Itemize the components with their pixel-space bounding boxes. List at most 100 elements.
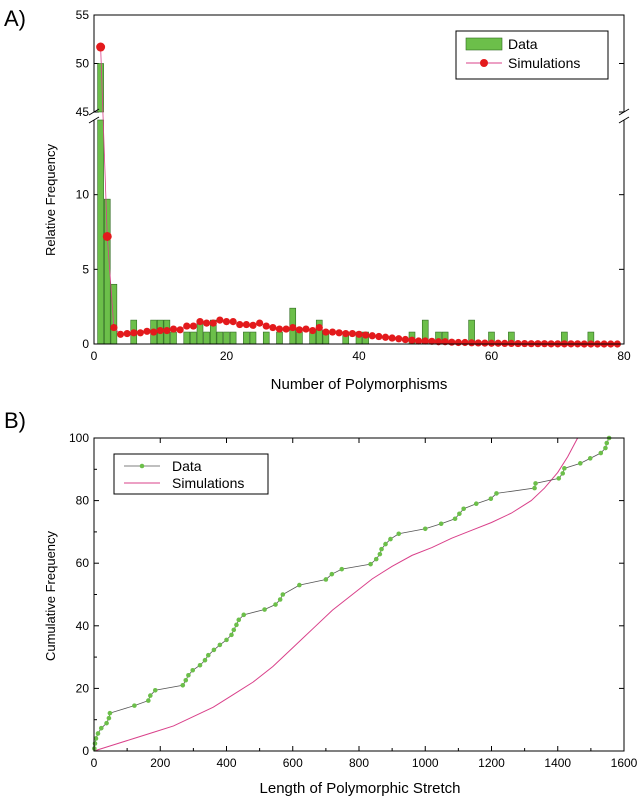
- simulation-point: [236, 320, 244, 329]
- bar: [315, 319, 323, 345]
- data-point: [234, 622, 239, 628]
- data-point: [533, 481, 538, 486]
- chart-a: 0 20 40 60 80 0 5 10 45 50 55 Number of Polymorphi…: [43, 8, 631, 393]
- data-bars: [97, 63, 595, 345]
- simulation-point: [395, 335, 403, 343]
- simulation-point: [150, 328, 158, 336]
- data-point: [146, 698, 151, 703]
- simulation-point: [474, 339, 482, 347]
- x-tick-label: 0: [91, 349, 98, 363]
- data-point: [224, 637, 229, 643]
- data-point: [396, 531, 402, 537]
- y-tick-label: 80: [76, 494, 90, 508]
- simulation-point: [315, 323, 323, 332]
- bar: [170, 331, 177, 345]
- data-point: [488, 496, 494, 502]
- legend-swatch-data: [465, 37, 503, 51]
- simulation-point: [222, 318, 231, 326]
- y-tick-label: 20: [76, 681, 90, 695]
- simulation-point: [454, 338, 462, 347]
- x-tick-label: 60: [485, 349, 499, 363]
- data-point: [329, 571, 335, 577]
- simulation-point: [123, 329, 131, 338]
- simulation-point: [328, 328, 337, 336]
- data-point: [202, 657, 208, 663]
- data-point: [297, 582, 302, 588]
- y-tick-label: 0: [82, 744, 89, 758]
- y-tick-label: 5: [82, 262, 89, 276]
- simulation-point: [269, 323, 277, 332]
- data-point: [603, 445, 608, 451]
- x-tick-label: 1000: [412, 756, 439, 770]
- data-point: [383, 541, 388, 547]
- data-point: [562, 466, 567, 471]
- data-point: [241, 612, 247, 618]
- x-tick-label: 1200: [478, 756, 505, 770]
- data-point: [104, 720, 109, 726]
- y-tick-label: 100: [69, 431, 89, 445]
- bar: [243, 331, 250, 345]
- data-point: [577, 461, 583, 466]
- data-point: [473, 501, 479, 507]
- data-point: [452, 516, 458, 522]
- simulation-point: [176, 326, 184, 334]
- simulation-point: [355, 330, 363, 338]
- data-point: [461, 506, 466, 512]
- simulation-point: [428, 337, 436, 345]
- simulation-point: [481, 339, 489, 347]
- simulation-point: [130, 329, 138, 337]
- axis-frame-upper: [93, 14, 625, 112]
- bar: [183, 331, 191, 345]
- simulation-point: [275, 325, 284, 333]
- data-point: [236, 617, 242, 623]
- x-tick-label: 1400: [544, 756, 571, 770]
- y-tick-label: 45: [76, 105, 90, 119]
- x-tick-label: 80: [617, 349, 631, 363]
- simulation-point: [96, 42, 106, 52]
- data-point: [598, 450, 604, 456]
- data-point: [231, 627, 237, 633]
- data-point: [98, 725, 104, 731]
- data-point: [280, 592, 286, 597]
- x-tick-label: 40: [352, 349, 366, 363]
- simulation-point: [242, 320, 250, 329]
- simulation-point: [461, 338, 469, 347]
- simulation-point: [448, 338, 456, 346]
- simulation-point: [295, 326, 303, 334]
- simulation-point: [388, 334, 396, 342]
- data-point: [422, 526, 428, 532]
- data-point: [438, 521, 444, 527]
- data-point: [132, 703, 137, 708]
- x-tick-label: 600: [283, 756, 303, 770]
- bar: [216, 331, 224, 345]
- legend-marker-simulations: [480, 59, 488, 67]
- simulation-point: [189, 322, 197, 330]
- bar: [97, 63, 104, 113]
- data-point: [457, 511, 462, 517]
- simulation-point: [368, 332, 376, 340]
- data-point: [532, 485, 537, 491]
- simulation-point: [163, 326, 171, 335]
- x-tick-label: 400: [216, 756, 236, 770]
- chart-b: 0 200 400 600 800 1000 1200 1400 1600 0 20 40 60 80 10…: [43, 431, 638, 797]
- bar: [103, 198, 111, 345]
- data-point: [93, 736, 99, 741]
- simulation-point: [415, 337, 423, 345]
- x-axis-label: Number of Polymorphisms: [271, 376, 448, 393]
- bar: [203, 331, 210, 345]
- data-point: [273, 602, 278, 607]
- simulation-point: [136, 329, 144, 337]
- data-point: [377, 551, 383, 557]
- data-point: [106, 715, 112, 721]
- simulation-point: [116, 330, 125, 338]
- data-point: [262, 607, 267, 612]
- data-point: [277, 597, 283, 602]
- simulation-point: [196, 318, 204, 326]
- data-point: [388, 536, 393, 542]
- simulation-point: [249, 321, 257, 329]
- legend-label-data: Data: [508, 36, 538, 52]
- simulation-point: [262, 322, 270, 330]
- simulation-point: [209, 319, 217, 327]
